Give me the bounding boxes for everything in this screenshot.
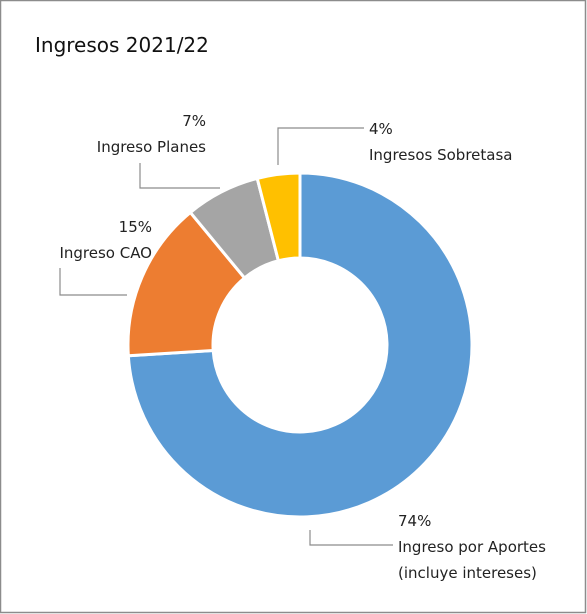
data-label: 15% Ingreso CAO [10,214,152,266]
data-label-category: Ingreso por Aportes (incluye intereses) [398,538,546,582]
leader-line [139,163,220,189]
data-label-category: Ingreso Planes [96,138,206,156]
data-label-value: 4% [369,120,393,138]
data-label: 74% Ingreso por Aportes (incluye interese… [398,508,580,586]
data-label: 7% Ingreso Planes [40,108,206,160]
data-label-value: 15% [118,218,152,236]
data-label-category: Ingreso CAO [59,244,152,262]
data-label: 4% Ingresos Sobretasa [369,116,569,168]
data-label-value: 7% [182,112,206,130]
leader-line [59,268,127,296]
leader-line [277,127,364,165]
leader-line [309,530,393,546]
chart-title: Ingresos 2021/22 [35,33,209,57]
data-label-value: 74% [398,512,432,530]
donut-slice [126,171,474,519]
donut-slice [255,171,302,263]
data-label-category: Ingresos Sobretasa [369,146,513,164]
